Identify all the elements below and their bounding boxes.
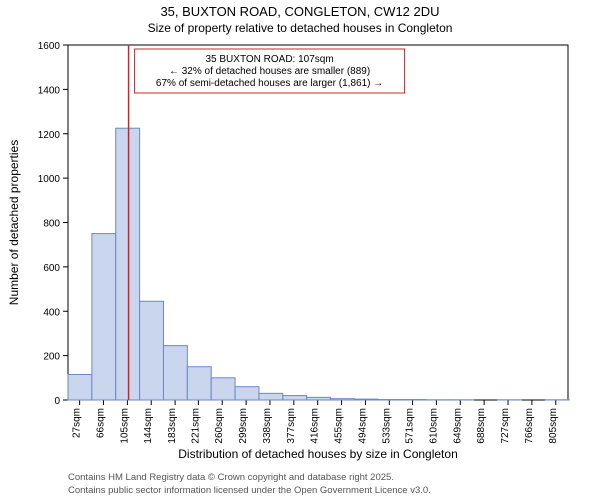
footer-line-1: Contains HM Land Registry data © Crown c… xyxy=(68,472,394,483)
footer-line-2: Contains public sector information licen… xyxy=(68,485,431,496)
y-tick-label: 0 xyxy=(54,396,60,407)
histogram-bar xyxy=(235,387,259,400)
x-tick-label: 144sqm xyxy=(143,408,154,444)
histogram-chart: 35, BUXTON ROAD, CONGLETON, CW12 2DU Size… xyxy=(0,0,600,500)
x-tick-label: 805sqm xyxy=(548,408,559,444)
histogram-bar xyxy=(163,346,187,400)
x-tick-label: 727sqm xyxy=(500,408,511,444)
histogram-bar xyxy=(307,397,331,400)
x-tick-label: 27sqm xyxy=(72,408,83,438)
x-tick-label: 494sqm xyxy=(357,408,368,444)
histogram-bar xyxy=(354,399,378,400)
histogram-bar xyxy=(68,374,92,400)
x-tick-label: 455sqm xyxy=(334,408,345,444)
y-tick-label: 400 xyxy=(43,307,60,318)
x-tick-label: 299sqm xyxy=(238,408,249,444)
y-axis-label: Number of detached properties xyxy=(7,140,21,305)
x-tick-label: 338sqm xyxy=(262,408,273,444)
x-tick-label: 533sqm xyxy=(381,408,392,444)
chart-svg: 35, BUXTON ROAD, CONGLETON, CW12 2DU Size… xyxy=(0,0,600,500)
annotation-text: 67% of semi-detached houses are larger (… xyxy=(156,78,383,89)
y-tick-label: 1200 xyxy=(38,130,61,141)
annotation-text: 35 BUXTON ROAD: 107sqm xyxy=(205,54,333,65)
x-tick-label: 221sqm xyxy=(190,408,201,444)
x-tick-label: 688sqm xyxy=(476,408,487,444)
histogram-bar xyxy=(187,367,211,400)
x-tick-label: 377sqm xyxy=(286,408,297,444)
chart-subtitle: Size of property relative to detached ho… xyxy=(148,21,453,35)
histogram-bar xyxy=(211,378,235,400)
histogram-bar xyxy=(116,128,140,400)
x-tick-label: 610sqm xyxy=(428,408,439,444)
y-tick-label: 600 xyxy=(43,263,60,274)
y-tick-label: 200 xyxy=(43,352,60,363)
histogram-bar xyxy=(259,393,283,400)
x-tick-label: 183sqm xyxy=(167,408,178,444)
y-tick-label: 1000 xyxy=(38,174,61,185)
y-tick-label: 1600 xyxy=(38,41,61,52)
x-tick-label: 416sqm xyxy=(310,408,321,444)
x-axis-label: Distribution of detached houses by size … xyxy=(178,447,458,461)
histogram-bar xyxy=(140,301,164,400)
histogram-bar xyxy=(92,234,116,400)
x-tick-label: 766sqm xyxy=(524,408,535,444)
x-tick-label: 571sqm xyxy=(405,408,416,444)
x-tick-label: 260sqm xyxy=(214,408,225,444)
histogram-bar xyxy=(283,396,307,400)
annotation-text: ← 32% of detached houses are smaller (88… xyxy=(169,66,370,77)
y-tick-label: 800 xyxy=(43,219,60,230)
x-tick-label: 66sqm xyxy=(95,408,106,438)
y-tick-label: 1400 xyxy=(38,85,61,96)
x-tick-label: 105sqm xyxy=(119,408,130,444)
histogram-bar xyxy=(331,399,355,400)
chart-title: 35, BUXTON ROAD, CONGLETON, CW12 2DU xyxy=(160,4,439,19)
x-tick-label: 649sqm xyxy=(452,408,463,444)
